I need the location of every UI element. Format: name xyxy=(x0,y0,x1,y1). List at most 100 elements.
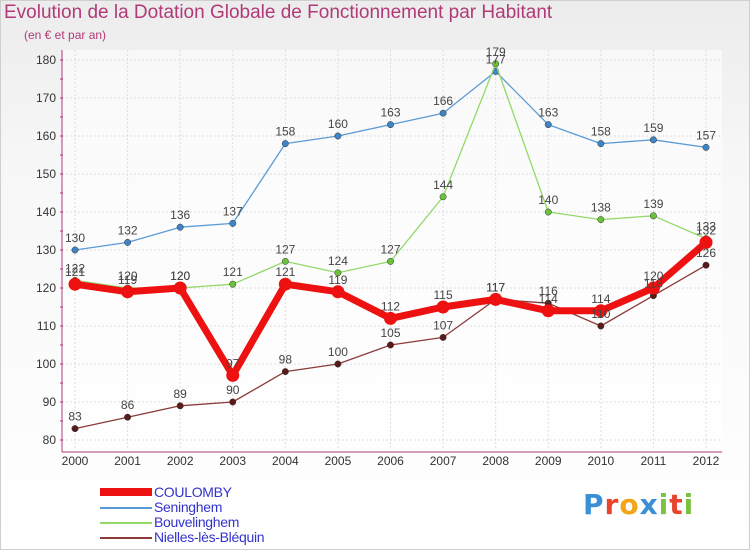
data-label-nielles-les-blequin: 100 xyxy=(328,345,348,359)
logo-letter: i xyxy=(683,488,695,521)
chart-title: Evolution de la Dotation Globale de Fonc… xyxy=(4,2,553,23)
data-point-nielles-les-blequin xyxy=(281,368,289,376)
data-label-bouvelinghem: 144 xyxy=(433,178,453,192)
data-point-nielles-les-blequin xyxy=(597,322,605,330)
data-label-coulomby: 112 xyxy=(381,299,400,313)
data-point-coulomby xyxy=(121,285,135,299)
data-label-seninghem: 166 xyxy=(433,94,453,108)
legend-swatch-nielles xyxy=(100,537,152,539)
data-label-bouvelinghem: 140 xyxy=(538,193,558,207)
data-label-coulomby: 97 xyxy=(226,356,240,370)
data-label-nielles-les-blequin: 126 xyxy=(696,246,716,260)
data-point-seninghem xyxy=(702,143,710,151)
y-tick-label: 170 xyxy=(36,91,56,105)
x-tick-label: 2008 xyxy=(482,454,509,468)
logo-letter: t xyxy=(669,488,684,521)
data-label-seninghem: 163 xyxy=(380,106,400,120)
legend-swatch-coulomby xyxy=(100,488,152,496)
data-point-bouvelinghem xyxy=(597,216,605,224)
data-point-seninghem xyxy=(334,132,342,140)
logo-letter: P xyxy=(583,488,605,521)
data-label-coulomby: 115 xyxy=(434,288,453,302)
proxiti-logo: Proxiti xyxy=(583,488,694,521)
data-point-nielles-les-blequin xyxy=(387,341,394,349)
y-tick-label: 80 xyxy=(43,433,57,447)
data-label-seninghem: 159 xyxy=(643,121,663,135)
y-tick-label: 120 xyxy=(36,281,56,295)
data-label-nielles-les-blequin: 86 xyxy=(121,398,135,412)
data-point-bouvelinghem xyxy=(387,257,394,265)
data-label-seninghem: 157 xyxy=(696,128,716,142)
data-label-nielles-les-blequin: 90 xyxy=(226,383,240,397)
data-point-coulomby xyxy=(226,368,240,382)
data-label-seninghem: 130 xyxy=(65,231,85,245)
data-point-seninghem xyxy=(597,140,605,148)
data-point-nielles-les-blequin xyxy=(702,261,710,269)
data-point-bouvelinghem xyxy=(281,257,289,265)
data-point-seninghem xyxy=(649,136,657,144)
data-label-coulomby: 117 xyxy=(486,280,505,294)
data-point-coulomby xyxy=(436,300,450,314)
legend-label-coulomby: COULOMBY xyxy=(154,484,232,500)
data-label-nielles-les-blequin: 98 xyxy=(279,353,293,367)
data-label-coulomby: 120 xyxy=(170,269,190,283)
data-label-coulomby: 114 xyxy=(591,292,610,306)
data-point-bouvelinghem xyxy=(334,269,342,277)
data-label-nielles-les-blequin: 107 xyxy=(433,318,453,332)
data-point-seninghem xyxy=(281,140,289,148)
x-tick-label: 2001 xyxy=(114,454,141,468)
x-tick-label: 2011 xyxy=(641,454,667,468)
data-label-bouvelinghem: 138 xyxy=(591,201,611,215)
data-label-coulomby: 114 xyxy=(539,292,558,306)
logo-letter: i xyxy=(658,488,670,521)
data-label-bouvelinghem: 120 xyxy=(170,269,190,283)
y-tick-label: 100 xyxy=(36,357,56,371)
data-point-nielles-les-blequin xyxy=(71,425,79,433)
data-point-coulomby xyxy=(541,304,555,318)
data-point-bouvelinghem xyxy=(439,193,447,201)
x-tick-label: 2004 xyxy=(272,454,299,468)
data-label-nielles-les-blequin: 105 xyxy=(380,326,400,340)
logo-letter: r xyxy=(604,488,620,521)
data-label-nielles-les-blequin: 117 xyxy=(486,280,505,294)
data-point-seninghem xyxy=(387,121,394,129)
data-point-nielles-les-blequin xyxy=(229,398,237,406)
data-label-coulomby: 132 xyxy=(696,223,716,237)
data-label-coulomby: 119 xyxy=(328,273,347,287)
legend-label-nielles: Nielles-lès-Bléquin xyxy=(154,529,265,545)
data-label-seninghem: 132 xyxy=(118,223,138,237)
x-tick-label: 2009 xyxy=(535,454,562,468)
data-point-bouvelinghem xyxy=(649,212,657,220)
x-tick-label: 2010 xyxy=(587,454,614,468)
data-label-bouvelinghem: 127 xyxy=(380,242,400,256)
data-label-coulomby: 121 xyxy=(65,265,85,279)
data-point-nielles-les-blequin xyxy=(124,413,132,421)
data-label-nielles-les-blequin: 116 xyxy=(539,284,558,298)
legend-label-bouvelinghem: Bouvelinghem xyxy=(154,514,240,530)
x-tick-label: 2000 xyxy=(62,454,89,468)
data-label-bouvelinghem: 124 xyxy=(328,254,348,268)
y-tick-label: 160 xyxy=(36,129,56,143)
data-label-bouvelinghem: 121 xyxy=(223,265,243,279)
data-point-seninghem xyxy=(439,109,447,117)
logo-letter: o xyxy=(619,488,640,521)
x-tick-label: 2007 xyxy=(430,454,457,468)
data-point-nielles-les-blequin xyxy=(439,333,447,341)
data-point-bouvelinghem xyxy=(544,208,552,216)
data-point-seninghem xyxy=(544,121,552,129)
data-label-seninghem: 158 xyxy=(591,125,611,139)
data-point-nielles-les-blequin xyxy=(334,360,342,368)
data-label-seninghem: 137 xyxy=(223,204,243,218)
data-label-seninghem: 160 xyxy=(328,117,348,131)
data-point-nielles-les-blequin xyxy=(176,402,184,410)
data-point-seninghem xyxy=(71,246,79,254)
data-point-coulomby xyxy=(489,292,503,306)
data-label-bouvelinghem: 127 xyxy=(275,242,295,256)
data-point-bouvelinghem xyxy=(229,280,237,288)
data-point-bouvelinghem xyxy=(492,60,500,68)
data-point-seninghem xyxy=(124,238,132,246)
y-tick-label: 130 xyxy=(36,243,56,257)
data-label-nielles-les-blequin: 89 xyxy=(173,387,187,401)
data-label-nielles-les-blequin: 118 xyxy=(644,277,663,291)
